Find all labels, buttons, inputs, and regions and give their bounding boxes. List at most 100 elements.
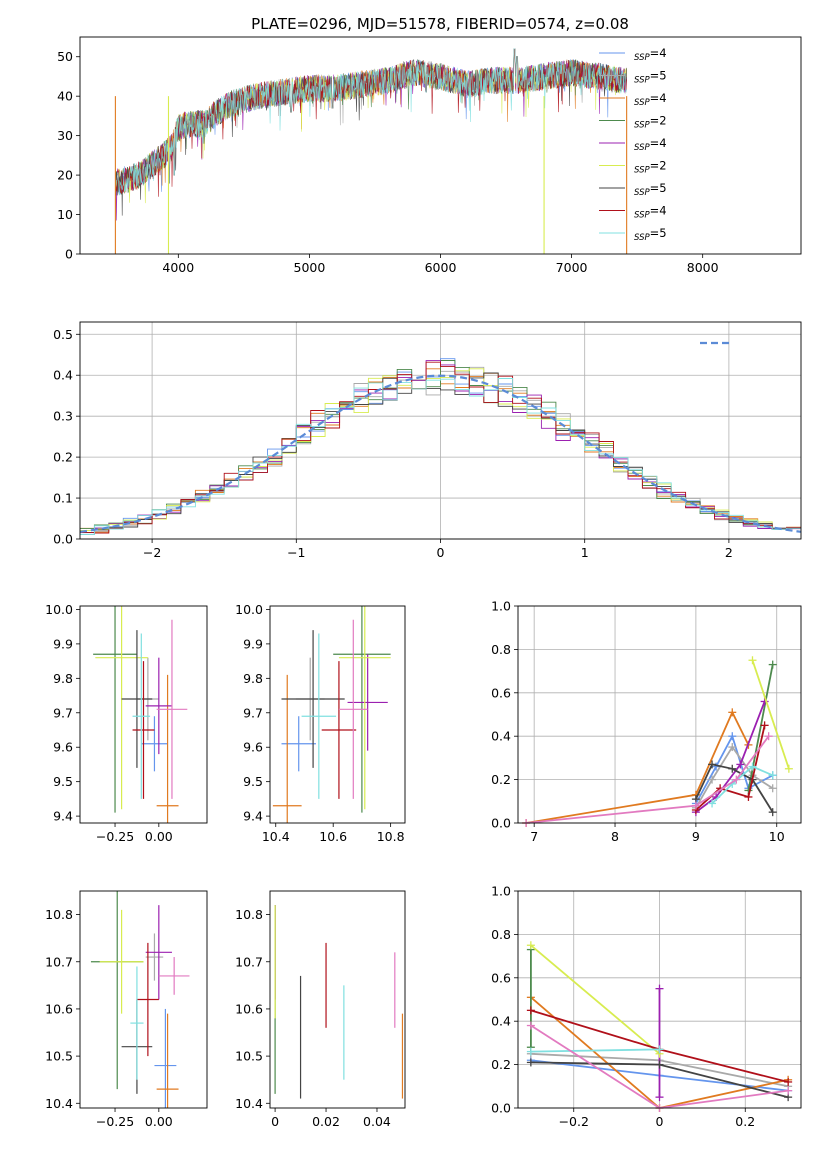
y-tick-label: 0.6 xyxy=(491,970,511,985)
y-tick-label: 10.5 xyxy=(235,1049,263,1064)
legend-label: SSP=2 xyxy=(634,114,667,131)
y-tick-label: 9.9 xyxy=(53,636,73,651)
legend-subscript: SSP xyxy=(634,98,650,108)
legend-label: SSP=4 xyxy=(634,136,667,153)
x-tick-label: −0.25 xyxy=(96,829,134,844)
spectrum-legend: SSP=4SSP=5SSP=4SSP=2SSP=4SSP=2SSP=5SSP=4… xyxy=(599,46,667,243)
x-tick-label: 0.00 xyxy=(145,1114,173,1129)
y-tick-label: 10.6 xyxy=(235,1001,263,1016)
y-tick-label: 10.4 xyxy=(235,1096,263,1111)
x-tick-label: 0.00 xyxy=(145,829,173,844)
mass-weight-line xyxy=(530,1024,789,1108)
legend-subscript: SSP xyxy=(634,143,650,153)
x-tick-label: 10.6 xyxy=(319,829,347,844)
axis-ticks: 7 8 9 10 0.0 0.2 0.4 0.6 0.8 1.0 xyxy=(491,599,785,845)
x-tick-label: 9 xyxy=(692,829,700,844)
y-tick-label: 0.4 xyxy=(491,729,511,744)
y-tick-label: 9.8 xyxy=(243,671,263,686)
x-tick-label: 8 xyxy=(611,829,619,844)
legend-subscript: SSP xyxy=(634,188,650,198)
y-tick-label: 9.9 xyxy=(243,636,263,651)
error-bar-point xyxy=(272,674,302,823)
error-bar-point xyxy=(301,633,337,799)
y-tick-label: 30 xyxy=(57,128,73,143)
plus-marker xyxy=(784,1086,793,1095)
legend-label: SSP=5 xyxy=(634,226,667,243)
legend-nssp: =5 xyxy=(650,69,667,83)
plus-marker xyxy=(728,743,737,752)
y-tick-label: 10.4 xyxy=(45,1096,73,1111)
plus-marker xyxy=(526,1021,535,1030)
plus-marker xyxy=(736,760,745,769)
axes-frame xyxy=(79,321,802,540)
axis-ticks: 0 0.02 0.04 10.4 10.5 10.6 10.7 10.8 xyxy=(235,907,391,1129)
error-bar-point xyxy=(145,905,172,1000)
legend-label: SSP=4 xyxy=(634,46,667,63)
plus-marker xyxy=(655,984,664,993)
mass-vs-ebv-panel: 0 0.02 0.04 10.4 10.5 10.6 10.7 10.8 xyxy=(235,890,406,1129)
y-tick-label: 1.0 xyxy=(491,599,511,614)
y-tick-label: 0.6 xyxy=(491,685,511,700)
mass-weight-line xyxy=(695,725,766,811)
plus-marker xyxy=(748,762,757,771)
plus-marker xyxy=(526,941,535,950)
plus-marker xyxy=(708,760,717,769)
legend-label: SSP=4 xyxy=(634,204,667,221)
y-tick-label: 9.8 xyxy=(53,671,73,686)
legend-nssp: =4 xyxy=(650,204,667,218)
y-tick-label: 0 xyxy=(65,247,73,262)
y-tick-label: 0.4 xyxy=(491,1014,511,1029)
legend-nssp: =5 xyxy=(650,226,667,240)
age-vs-metallicity-panel: −0.25 0.00 9.4 9.5 9.6 9.7 9.8 9.9 10.0 xyxy=(45,602,208,844)
x-tick-label: −2 xyxy=(143,545,161,560)
x-tick-label: 0 xyxy=(437,545,445,560)
mass-weight-vs-metallicity-panel: −0.2 0 0.2 0.0 0.2 0.4 0.6 0.8 1.0 xyxy=(491,884,802,1129)
plus-marker xyxy=(655,1045,664,1054)
y-tick-label: 9.5 xyxy=(243,774,263,789)
y-tick-label: 10.7 xyxy=(45,954,73,969)
y-tick-label: 0.3 xyxy=(53,409,73,424)
normal-curve xyxy=(80,374,801,533)
error-bar-point xyxy=(145,657,172,755)
plus-marker xyxy=(768,660,777,669)
legend-subscript: SSP xyxy=(634,166,650,176)
legend-subscript: SSP xyxy=(634,233,650,243)
axis-ticks: 10.4 10.6 10.8 9.4 9.5 9.6 9.7 9.8 9.9 10.0 xyxy=(235,602,404,844)
x-tick-label: 10 xyxy=(769,829,785,844)
legend-subscript: SSP xyxy=(634,53,650,63)
plus-marker xyxy=(764,732,773,741)
plus-marker xyxy=(748,656,757,665)
histogram-step xyxy=(80,372,801,533)
y-tick-label: 10.0 xyxy=(45,602,73,617)
plus-marker xyxy=(526,1006,535,1015)
plus-marker xyxy=(708,799,717,808)
error-bar-point xyxy=(136,942,159,1057)
mass-weight-line xyxy=(530,944,661,1055)
spectrum-line-kroupa-stelib xyxy=(115,48,627,196)
axes-frame xyxy=(517,890,802,1109)
plus-marker xyxy=(732,775,741,784)
y-tick-label: 20 xyxy=(57,168,73,183)
y-tick-label: 9.5 xyxy=(53,774,73,789)
legend-nssp: =4 xyxy=(650,91,667,105)
plus-marker xyxy=(760,721,769,730)
error-bar-point xyxy=(156,674,179,823)
legend-label: SSP=2 xyxy=(634,159,667,176)
figure-title: PLATE=0296, MJD=51578, FIBERID=0574, z=0… xyxy=(251,15,629,33)
y-tick-label: 9.4 xyxy=(243,809,263,824)
y-tick-label: 0.8 xyxy=(491,927,511,942)
axis-ticks: −0.25 0.00 10.4 10.5 10.6 10.7 10.8 xyxy=(45,907,173,1129)
x-tick-label: −0.2 xyxy=(559,1114,589,1129)
y-tick-label: 10.8 xyxy=(235,907,263,922)
mass-weight-line xyxy=(711,765,774,805)
y-tick-label: 9.7 xyxy=(243,705,263,720)
mass-weight-line xyxy=(526,735,770,823)
y-tick-label: 40 xyxy=(57,89,73,104)
histogram-step xyxy=(80,378,801,536)
axis-ticks: −0.25 0.00 9.4 9.5 9.6 9.7 9.8 9.9 10.0 xyxy=(45,602,173,844)
plus-marker xyxy=(768,771,777,780)
mass-weight-line xyxy=(530,1048,660,1053)
histogram-step xyxy=(80,368,801,531)
mass-weight-vs-age-panel: 7 8 9 10 0.0 0.2 0.4 0.6 0.8 1.0 xyxy=(491,599,802,845)
